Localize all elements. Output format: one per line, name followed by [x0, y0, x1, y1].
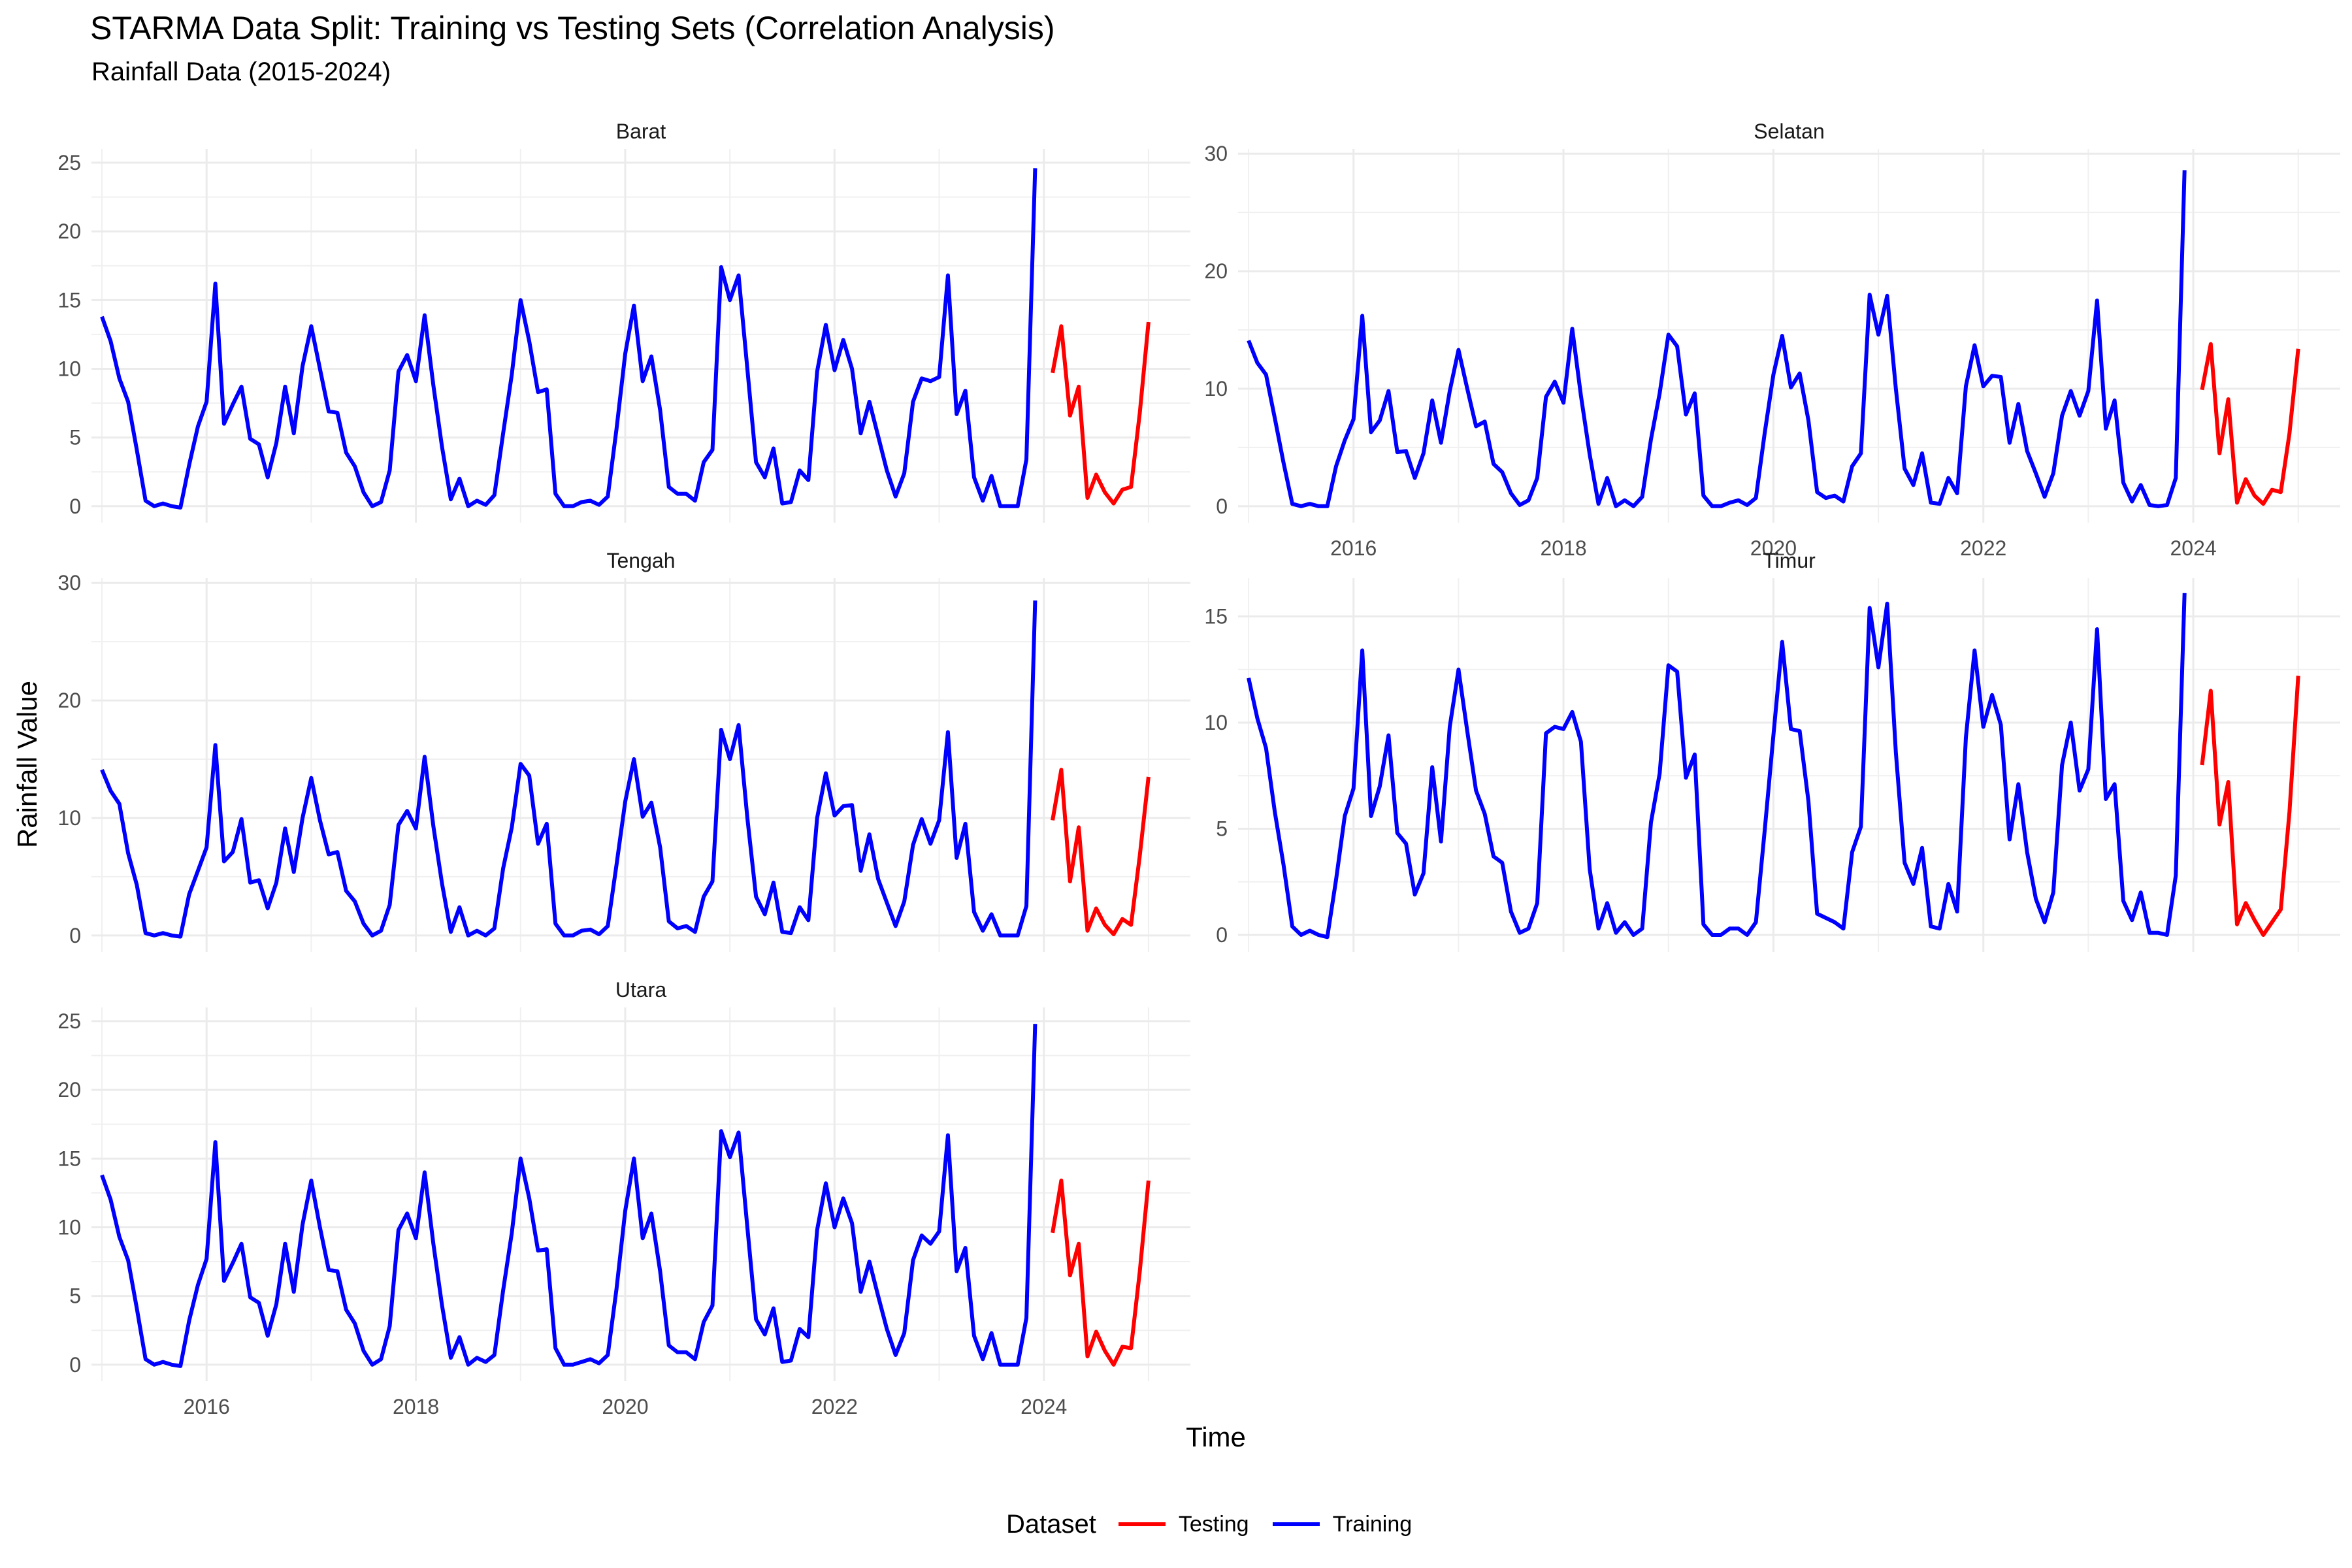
y-tick-label-utara: 10 — [57, 1215, 81, 1239]
y-tick-label-timur: 0 — [1216, 923, 1228, 947]
testing-line-tengah — [1051, 768, 1151, 936]
facet-label-selatan: Selatan — [1754, 120, 1825, 143]
y-tick-label-tengah: 30 — [57, 571, 81, 595]
y-tick-label-barat: 0 — [69, 495, 81, 518]
x-tick-label-utara: 2024 — [1021, 1395, 1067, 1418]
y-tick-label-barat: 15 — [57, 288, 81, 312]
x-tick-label-selatan: 2018 — [1540, 536, 1586, 560]
legend-label-testing: Testing — [1178, 1511, 1249, 1537]
y-axis-title: Rainfall Value — [12, 681, 42, 848]
legend-title: Dataset — [1006, 1509, 1096, 1539]
y-tick-label-utara: 25 — [57, 1009, 81, 1033]
testing-line-barat — [1051, 321, 1151, 506]
y-tick-label-utara: 0 — [69, 1353, 81, 1377]
legend-key-testing — [1118, 1522, 1166, 1526]
x-tick-label-selatan: 2024 — [2170, 536, 2216, 560]
facet-label-utara: Utara — [615, 978, 666, 1002]
y-tick-label-barat: 10 — [57, 357, 81, 380]
facet-label-timur: Timur — [1763, 549, 1816, 572]
y-tick-label-timur: 5 — [1216, 817, 1228, 841]
training-line-utara — [100, 1024, 1037, 1368]
training-line-timur — [1247, 593, 2187, 939]
y-tick-label-timur: 15 — [1204, 605, 1228, 629]
x-tick-label-utara: 2022 — [811, 1395, 858, 1418]
y-tick-label-barat: 20 — [57, 220, 81, 243]
x-tick-label-utara: 2018 — [393, 1395, 439, 1418]
x-tick-label-selatan: 2022 — [1960, 536, 2006, 560]
y-tick-label-tengah: 10 — [57, 806, 81, 830]
y-tick-label-selatan: 10 — [1204, 377, 1228, 400]
training-line-selatan — [1247, 170, 2187, 508]
y-tick-label-utara: 5 — [69, 1284, 81, 1308]
legend-item-testing: Testing — [1118, 1511, 1249, 1537]
testing-line-timur — [2200, 676, 2300, 937]
legend-label-training: Training — [1332, 1511, 1413, 1537]
chart-subtitle: Rainfall Data (2015-2024) — [91, 57, 391, 86]
x-tick-label-utara: 2020 — [602, 1395, 648, 1418]
x-tick-label-selatan: 2020 — [1750, 536, 1797, 560]
y-tick-label-barat: 5 — [69, 426, 81, 449]
x-tick-label-utara: 2016 — [184, 1395, 230, 1418]
facet-label-barat: Barat — [616, 120, 666, 143]
training-line-tengah — [100, 600, 1037, 939]
legend-key-training — [1272, 1522, 1320, 1526]
y-tick-label-barat: 25 — [57, 151, 81, 174]
testing-line-selatan — [2200, 342, 2300, 506]
y-tick-label-tengah: 20 — [57, 689, 81, 712]
training-line-barat — [100, 168, 1037, 510]
y-tick-label-utara: 15 — [57, 1147, 81, 1170]
facet-label-tengah: Tengah — [607, 549, 676, 572]
y-tick-label-selatan: 20 — [1204, 259, 1228, 283]
y-tick-label-tengah: 0 — [69, 924, 81, 947]
legend-item-training: Training — [1272, 1511, 1413, 1537]
chart-title: STARMA Data Split: Training vs Testing S… — [90, 10, 1055, 46]
x-tick-label-selatan: 2016 — [1330, 536, 1377, 560]
y-tick-label-utara: 20 — [57, 1078, 81, 1102]
testing-line-utara — [1051, 1179, 1151, 1367]
x-axis-title: Time — [1186, 1422, 1246, 1452]
y-tick-label-selatan: 30 — [1204, 142, 1228, 165]
y-tick-label-timur: 10 — [1204, 711, 1228, 734]
y-tick-label-selatan: 0 — [1216, 495, 1228, 518]
legend: Dataset Testing Training — [1006, 1501, 1435, 1547]
